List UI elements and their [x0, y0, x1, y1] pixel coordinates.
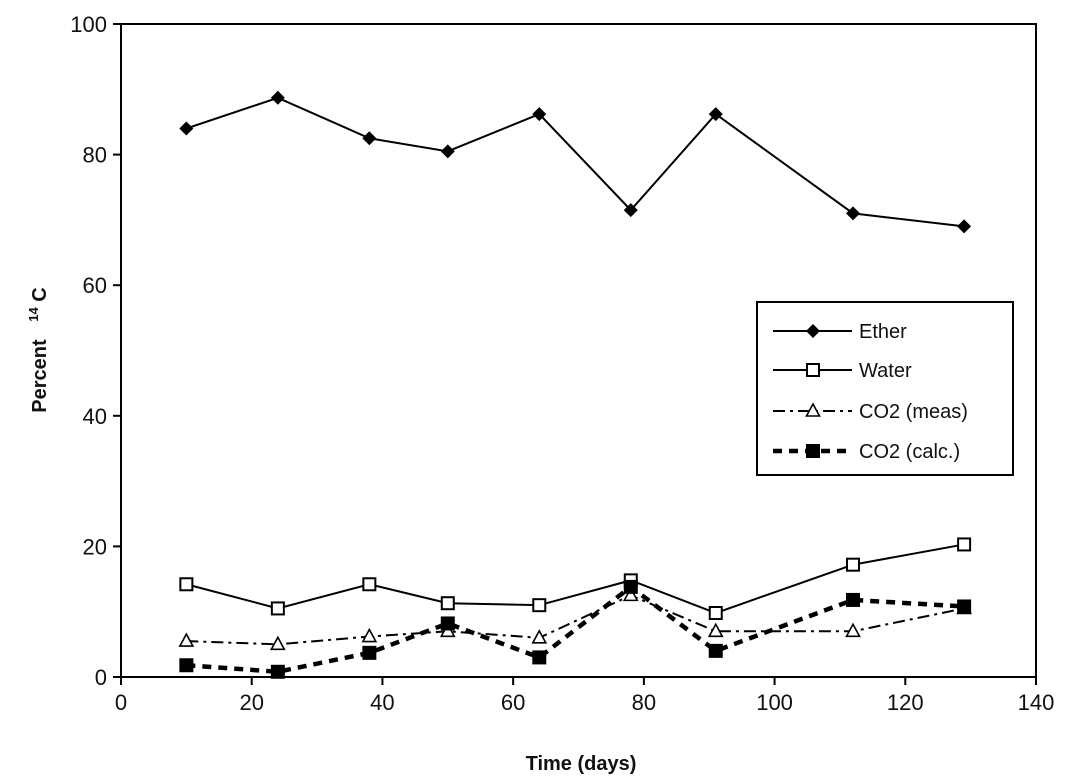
x-tick-label: 0 [115, 690, 127, 715]
series-co2-calc [179, 579, 972, 679]
x-tick-label: 120 [887, 690, 924, 715]
legend-label-ether: Ether [859, 321, 907, 343]
data-point-water [846, 557, 860, 572]
x-axis-title: Time (days) [526, 753, 637, 775]
y-tick-label: 100 [70, 12, 107, 37]
data-point-water [179, 577, 194, 592]
data-point-ether [532, 107, 547, 122]
tick-marks [113, 23, 1037, 685]
data-point-ether [957, 219, 972, 234]
axes [120, 23, 1037, 678]
x-tick-label: 60 [501, 690, 525, 715]
legend-label-water: Water [859, 360, 912, 382]
legend-label-co2-calc: CO2 (calc.) [859, 441, 960, 463]
data-point-ether [179, 121, 194, 136]
series-line-ether [186, 96, 965, 228]
data-point-water [532, 598, 547, 613]
data-point-water [270, 601, 285, 616]
data-point-co2-calc [532, 650, 547, 665]
y-tick-label: 80 [83, 143, 107, 168]
data-point-co2-meas [178, 632, 195, 647]
data-point-ether [362, 131, 377, 146]
data-point-co2-meas [622, 586, 639, 602]
data-point-ether [270, 90, 285, 105]
x-tick-label: 100 [756, 690, 793, 715]
y-axis-title-tail: C [29, 287, 51, 301]
data-point-co2-meas [270, 635, 286, 651]
series-water [179, 537, 972, 621]
data-point-ether [708, 107, 723, 122]
legend-marker-co2-calc [806, 444, 820, 458]
data-point-co2-calc [362, 645, 377, 660]
legend-marker-ether [806, 324, 820, 338]
series-layer [178, 90, 972, 679]
y-axis-title-superscript: 14 [26, 307, 41, 322]
x-tick-label: 140 [1018, 690, 1055, 715]
y-tick-label: 40 [83, 404, 107, 429]
y-tick-label: 60 [83, 273, 107, 298]
legend: Ether Water CO2 (meas) CO2 (calc.) [756, 301, 1014, 476]
y-axis-title-main: Percent [29, 339, 51, 413]
data-point-co2-calc [270, 664, 285, 679]
legend-marker-water [806, 363, 820, 377]
legend-item-co2-meas: CO2 (meas) [773, 401, 968, 423]
data-point-ether [846, 206, 860, 221]
series-ether [179, 90, 972, 234]
data-point-water [440, 596, 455, 611]
data-point-co2-calc [708, 643, 723, 658]
data-point-water [957, 537, 972, 552]
x-tick-label: 20 [239, 690, 263, 715]
data-point-co2-calc [846, 592, 860, 607]
data-point-co2-meas [707, 622, 724, 638]
data-point-co2-calc [179, 658, 194, 673]
plot-frame [120, 23, 1037, 678]
legend-item-ether: Ether [773, 321, 907, 343]
data-point-co2-calc [623, 579, 638, 594]
data-point-co2-calc [440, 616, 455, 631]
tick-labels: 0 20 40 60 80 100 120 140 0 20 40 60 80 100 [70, 12, 1054, 715]
data-point-co2-meas [361, 627, 378, 643]
x-tick-label: 80 [632, 690, 656, 715]
y-tick-label: 0 [95, 665, 107, 690]
data-point-co2-meas [531, 629, 548, 644]
x-tick-label: 40 [370, 690, 394, 715]
legend-label-co2-meas: CO2 (meas) [859, 401, 968, 423]
data-point-ether [440, 144, 455, 159]
legend-item-co2-calc: CO2 (calc.) [773, 441, 960, 463]
y-tick-label: 20 [83, 534, 107, 559]
data-point-water [362, 577, 377, 592]
legend-marker-co2-meas [805, 402, 821, 417]
data-point-co2-calc [957, 599, 972, 614]
legend-item-water: Water [773, 360, 912, 382]
data-point-water [708, 606, 723, 621]
data-point-ether [623, 203, 638, 218]
data-point-co2-meas [845, 622, 861, 638]
y-axis-title: Percent 14 C [21, 287, 51, 412]
